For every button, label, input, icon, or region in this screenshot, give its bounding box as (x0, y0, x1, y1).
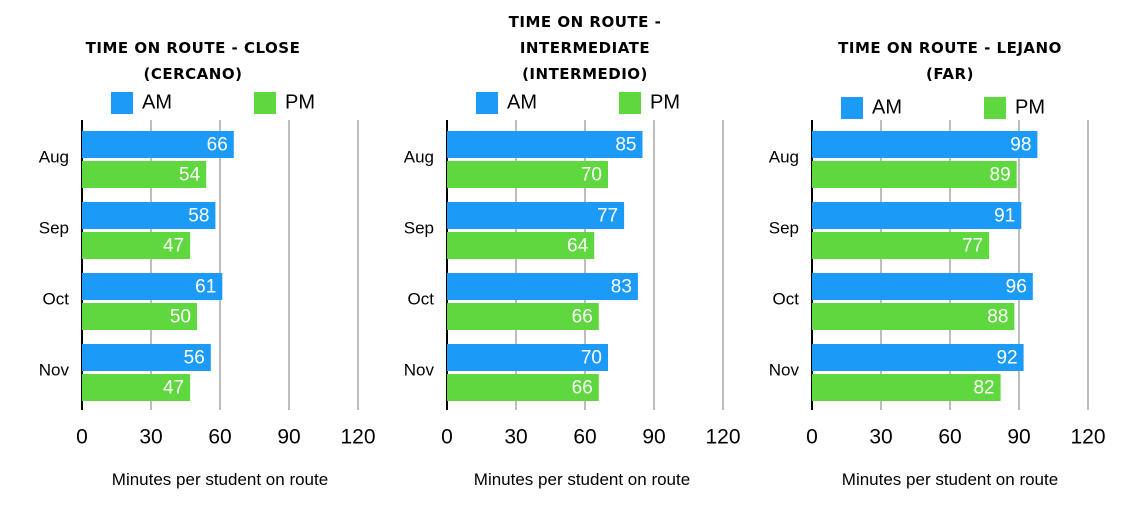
chart-title: Time on Route - Intermediate (Intermedio… (508, 13, 662, 83)
data-label: 88 (987, 307, 1008, 328)
x-tick-label: 90 (277, 426, 300, 449)
x-tick-label: 120 (705, 426, 740, 449)
y-tick-label: Sep (39, 218, 69, 237)
data-label: 66 (207, 135, 228, 156)
x-tick-label: 30 (139, 426, 162, 449)
data-label: 70 (581, 348, 602, 369)
legend-label: AM (507, 91, 537, 113)
x-tick-label: 60 (938, 426, 961, 449)
legend-swatch (619, 92, 641, 114)
data-label: 91 (994, 206, 1015, 227)
y-tick-label: Aug (769, 147, 799, 166)
data-label: 66 (572, 378, 593, 399)
bar (82, 374, 191, 401)
bar (82, 232, 191, 259)
data-label: 66 (572, 307, 593, 328)
data-label: 58 (188, 206, 209, 227)
y-tick-label: Nov (769, 360, 800, 379)
x-tick-label: 30 (504, 426, 527, 449)
data-label: 61 (195, 277, 216, 298)
bar (447, 344, 608, 371)
y-tick-label: Nov (39, 360, 70, 379)
data-label: 56 (184, 348, 205, 369)
x-tick-label: 0 (806, 426, 818, 449)
bar (812, 303, 1015, 330)
data-label: 50 (170, 307, 191, 328)
bar (812, 273, 1033, 300)
legend-label: AM (142, 91, 172, 113)
y-tick-label: Oct (773, 289, 800, 308)
bar (82, 344, 211, 371)
data-label: 89 (990, 165, 1011, 186)
bar (447, 273, 638, 300)
x-axis-label: Minutes per student on route (473, 470, 691, 489)
legend-label: PM (285, 91, 315, 113)
y-tick-label: Oct (408, 289, 435, 308)
bar (82, 202, 216, 229)
data-label: 64 (567, 236, 589, 257)
data-label: 70 (581, 165, 602, 186)
legend-label: AM (872, 96, 902, 118)
bar (812, 344, 1024, 371)
bar (447, 374, 599, 401)
x-tick-label: 120 (1070, 426, 1105, 449)
legend-swatch (841, 97, 863, 119)
chart-title: Time on Route - Close (Cercano) (85, 39, 301, 83)
chart-title: Time on Route - Lejano (Far) (838, 39, 1062, 83)
y-tick-label: Sep (769, 218, 799, 237)
data-label: 77 (962, 236, 983, 257)
y-tick-label: Sep (404, 218, 434, 237)
x-tick-label: 90 (1007, 426, 1030, 449)
x-tick-label: 60 (208, 426, 231, 449)
bar (447, 131, 643, 158)
bar (447, 202, 625, 229)
y-tick-label: Aug (39, 147, 69, 166)
bar (447, 232, 595, 259)
data-label: 92 (996, 348, 1017, 369)
data-label: 85 (615, 135, 636, 156)
x-tick-label: 120 (340, 426, 375, 449)
legend-swatch (476, 92, 498, 114)
bar (82, 273, 223, 300)
bar (82, 303, 197, 330)
bar (447, 303, 599, 330)
data-label: 47 (163, 236, 184, 257)
data-label: 47 (163, 378, 184, 399)
bar (812, 202, 1022, 229)
bar (82, 131, 234, 158)
legend-label: PM (1015, 96, 1045, 118)
x-tick-label: 90 (642, 426, 665, 449)
y-tick-label: Nov (404, 360, 435, 379)
x-tick-label: 0 (76, 426, 88, 449)
x-axis-label: Minutes per student on route (841, 470, 1059, 489)
bar (447, 161, 608, 188)
data-label: 98 (1010, 135, 1031, 156)
x-axis-label: Minutes per student on route (111, 470, 329, 489)
x-tick-label: 0 (441, 426, 453, 449)
legend-swatch (111, 92, 133, 114)
bar (812, 131, 1038, 158)
legend-swatch (984, 97, 1006, 119)
legend-swatch (254, 92, 276, 114)
data-label: 82 (973, 378, 994, 399)
bar (812, 161, 1017, 188)
x-tick-label: 30 (869, 426, 892, 449)
x-tick-label: 60 (573, 426, 596, 449)
legend-label: PM (650, 91, 680, 113)
y-tick-label: Aug (404, 147, 434, 166)
data-label: 83 (611, 277, 632, 298)
bar (812, 374, 1001, 401)
data-label: 96 (1006, 277, 1027, 298)
data-label: 54 (179, 165, 201, 186)
bar (812, 232, 990, 259)
y-tick-label: Oct (43, 289, 70, 308)
data-label: 77 (597, 206, 618, 227)
bar (82, 161, 207, 188)
